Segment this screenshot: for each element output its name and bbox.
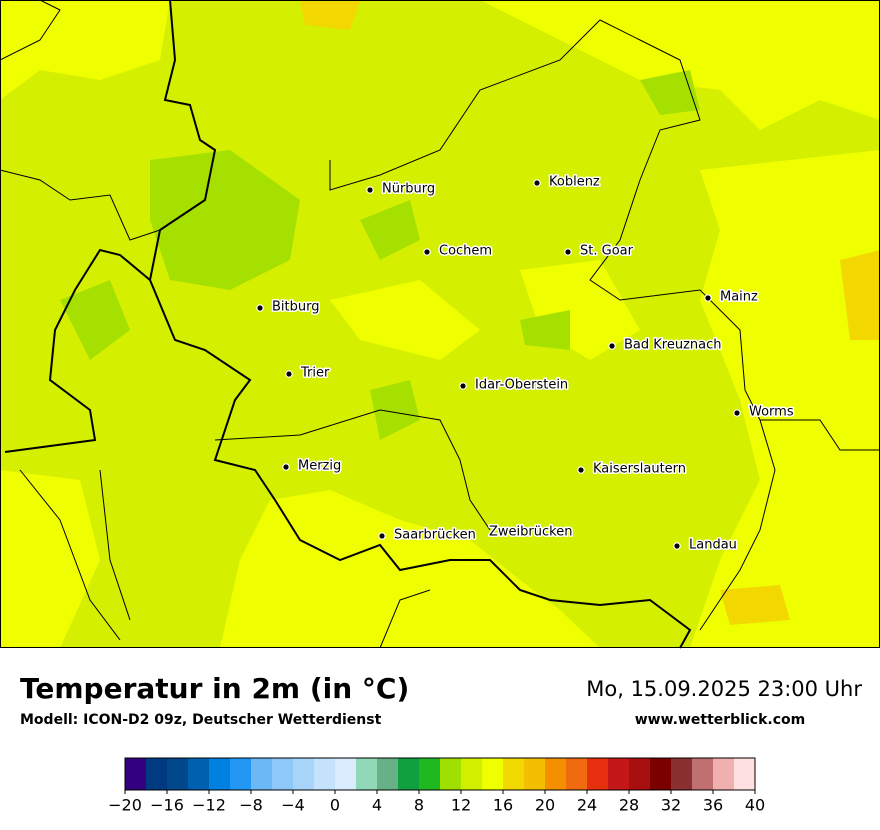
colorbar-segment: [629, 758, 650, 790]
city-dot: [733, 409, 741, 417]
cities: Nürburg Koblenz Cochem St. Goar Mainz Bitburg…: [256, 173, 795, 554]
city-label: St. Goar: [580, 244, 634, 259]
colorbar-segment: [230, 758, 251, 790]
colorbar-segment: [314, 758, 335, 790]
colorbar-segment: [251, 758, 272, 790]
city-dot: [256, 304, 264, 312]
colorbar-segment: [524, 758, 545, 790]
city-dot: [459, 382, 467, 390]
colorbar-segment: [713, 758, 734, 790]
city-dot: [673, 542, 681, 550]
colorbar-segment: [272, 758, 293, 790]
city-dot: [564, 248, 572, 256]
colorbar-segment: [419, 758, 440, 790]
colorbar-tick-label: 0: [330, 796, 340, 815]
colorbar-segment: [356, 758, 377, 790]
city-label: Trier: [300, 366, 330, 381]
colorbar-segment: [503, 758, 524, 790]
colorbar-segment: [209, 758, 230, 790]
city-label: Koblenz: [549, 175, 600, 190]
city-dot: [366, 186, 374, 194]
colorbar-tick-label: 12: [451, 796, 471, 815]
colorbar-tick-label: 24: [577, 796, 597, 815]
hot-areas: [300, 0, 880, 625]
city-label: Merzig: [298, 459, 341, 474]
colorbar-segment: [671, 758, 692, 790]
colorbar-tick-label: −16: [150, 796, 184, 815]
city-dot: [608, 342, 616, 350]
colorbar-segment: [692, 758, 713, 790]
colorbar-segment: [734, 758, 755, 790]
colorbar-tick-label: 8: [414, 796, 424, 815]
city-label: Zweibrücken: [489, 525, 572, 540]
map: Nürburg Koblenz Cochem St. Goar Mainz Bitburg…: [0, 0, 880, 649]
city-label: Worms: [749, 405, 794, 420]
colorbar-tick-label: 28: [619, 796, 639, 815]
website: www.wetterblick.com: [635, 712, 806, 728]
colorbar-tick-label: −4: [281, 796, 305, 815]
city-label: Bitburg: [272, 300, 320, 315]
title: Temperatur in 2m (in °C): [20, 672, 409, 705]
city-dot: [282, 463, 290, 471]
colorbar-tick-label: 32: [661, 796, 681, 815]
colorbar-segment: [188, 758, 209, 790]
colorbar-frame: [124, 757, 756, 791]
city-dot: [577, 466, 585, 474]
city-dot: [285, 370, 293, 378]
colorbar-segment: [566, 758, 587, 790]
subtitle: Modell: ICON-D2 09z, Deutscher Wetterdie…: [20, 712, 382, 728]
colorbar-segment: [377, 758, 398, 790]
colorbar-segment: [587, 758, 608, 790]
city-dot: [378, 532, 386, 540]
colorbar-tick-label: −8: [239, 796, 263, 815]
colorbar-segment: [335, 758, 356, 790]
colorbar-segment: [545, 758, 566, 790]
colorbar-segment: [461, 758, 482, 790]
colorbar-segment: [125, 758, 146, 790]
colorbar-segment: [440, 758, 461, 790]
colorbar-tick-label: 16: [493, 796, 513, 815]
city-dot: [704, 294, 712, 302]
colorbar: −20 −16 −12 −8 −4 0 4 8 12 16 20 24 28 32 36 40: [108, 757, 765, 815]
colorbar-tick-label: −12: [192, 796, 226, 815]
city-label: Kaiserslautern: [593, 462, 686, 477]
colorbar-tick-label: 40: [745, 796, 765, 815]
datetime: Mo, 15.09.2025 23:00 Uhr: [586, 677, 862, 701]
city-label: Idar-Oberstein: [475, 378, 568, 393]
city-label: Landau: [689, 538, 737, 553]
city-label: Bad Kreuznach: [624, 338, 722, 353]
colorbar-segment: [482, 758, 503, 790]
cool-areas: [60, 70, 700, 440]
colorbar-segment: [650, 758, 671, 790]
colorbar-segment: [608, 758, 629, 790]
colorbar-tick-label: 36: [703, 796, 723, 815]
city-label: Nürburg: [382, 182, 435, 197]
city-dot: [533, 179, 541, 187]
city-label: Mainz: [720, 290, 758, 305]
borders: [0, 0, 880, 649]
city-dot: [423, 248, 431, 256]
colorbar-segment: [293, 758, 314, 790]
colorbar-tick-label: −20: [108, 796, 142, 815]
colorbar-tick-label: 4: [372, 796, 382, 815]
colorbar-tick-label: 20: [535, 796, 555, 815]
city-label: Saarbrücken: [394, 528, 476, 543]
colorbar-segment: [398, 758, 419, 790]
colorbar-segment: [167, 758, 188, 790]
city-label: Cochem: [439, 244, 492, 259]
colorbar-segment: [146, 758, 167, 790]
